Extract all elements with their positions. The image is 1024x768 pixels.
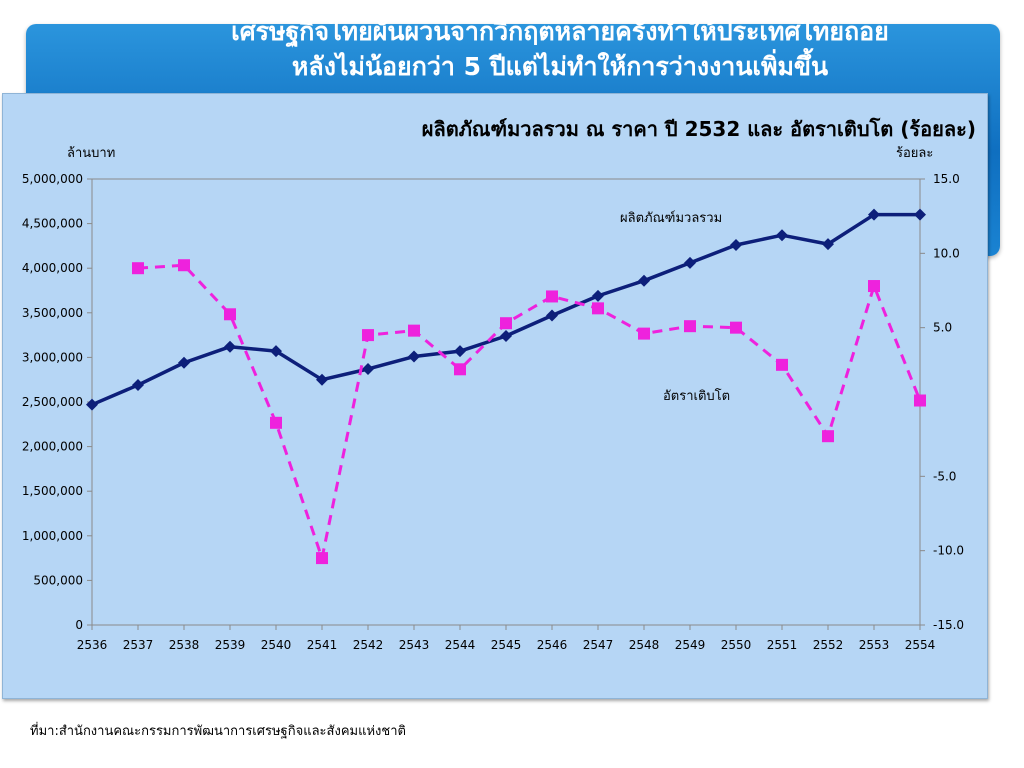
growth-point bbox=[592, 302, 604, 315]
left-tick-label: 3,000,000 bbox=[22, 350, 83, 364]
slide-headline: เศรษฐกิจไทยผันผวนจากวิกฤตหลายครั้งทำให้ป… bbox=[120, 14, 1000, 84]
gdp-point bbox=[270, 345, 282, 358]
right-tick-label: 10.0 bbox=[933, 246, 960, 260]
growth-point bbox=[868, 280, 880, 293]
source-note: ที่มา:สำนักงานคณะกรรมการพัฒนาการเศรษฐกิจ… bbox=[30, 724, 406, 739]
x-tick-label: 2537 bbox=[123, 638, 154, 652]
x-tick-label: 2545 bbox=[491, 638, 522, 652]
growth-point bbox=[500, 317, 512, 330]
growth-series-line bbox=[137, 263, 922, 560]
x-tick-label: 2538 bbox=[169, 638, 200, 652]
left-tick-label: 2,000,000 bbox=[22, 440, 83, 454]
growth-point bbox=[638, 327, 650, 340]
growth-point bbox=[454, 363, 466, 376]
x-tick-label: 2540 bbox=[261, 638, 292, 652]
gdp-point bbox=[776, 229, 788, 242]
x-tick-label: 2552 bbox=[813, 638, 844, 652]
gdp-point bbox=[132, 379, 144, 392]
gdp-point bbox=[638, 274, 650, 287]
right-tick-label: 5.0 bbox=[933, 321, 952, 335]
x-tick-label: 2536 bbox=[77, 638, 108, 652]
growth-point bbox=[730, 321, 742, 334]
left-tick-label: 500,000 bbox=[33, 573, 83, 587]
gdp-point bbox=[408, 350, 420, 363]
gdp-point bbox=[730, 239, 742, 252]
right-tick-label: -15.0 bbox=[933, 618, 964, 632]
growth-point bbox=[362, 329, 374, 342]
gdp-series-line bbox=[91, 212, 920, 407]
left-tick-label: 3,500,000 bbox=[22, 306, 83, 320]
x-tick-label: 2546 bbox=[537, 638, 568, 652]
growth-point bbox=[178, 259, 190, 272]
x-tick-label: 2548 bbox=[629, 638, 660, 652]
gdp-point bbox=[454, 345, 466, 358]
right-tick-label: -10.0 bbox=[933, 544, 964, 558]
headline-line-2: หลังไม่น้อยกว่า 5 ปีแต่ไม่ทำให้การว่างงา… bbox=[291, 52, 829, 81]
gdp-point bbox=[362, 362, 374, 375]
left-tick-label: 5,000,000 bbox=[22, 172, 83, 186]
x-tick-label: 2550 bbox=[721, 638, 752, 652]
x-tick-label: 2542 bbox=[353, 638, 384, 652]
chart-title: ผลิตภัณฑ์มวลรวม ณ ราคา ปี 2532 และ อัตรา… bbox=[422, 117, 976, 141]
left-tick-label: 4,500,000 bbox=[22, 217, 83, 231]
x-tick-label: 2554 bbox=[905, 638, 936, 652]
gdp-point bbox=[316, 373, 328, 386]
gdp-point bbox=[592, 289, 604, 302]
growth-series-label: อัตราเติบโต bbox=[663, 388, 730, 404]
growth-point bbox=[546, 290, 558, 303]
right-tick-label: 15.0 bbox=[933, 172, 960, 186]
left-tick-label: 2,500,000 bbox=[22, 395, 83, 409]
x-tick-label: 2549 bbox=[675, 638, 706, 652]
gdp-series-label: ผลิตภัณฑ์มวลรวม bbox=[620, 210, 722, 226]
right-tick-label: -5.0 bbox=[933, 469, 956, 483]
growth-point bbox=[224, 308, 236, 321]
gdp-point bbox=[684, 256, 696, 269]
gdp-point bbox=[178, 356, 190, 369]
left-axis-unit-label: ล้านบาท bbox=[67, 146, 115, 161]
growth-point bbox=[822, 430, 834, 443]
gdp-point bbox=[500, 329, 512, 342]
x-tick-label: 2539 bbox=[215, 638, 246, 652]
x-tick-label: 2553 bbox=[859, 638, 890, 652]
left-tick-label: 4,000,000 bbox=[22, 261, 83, 275]
gdp-point bbox=[914, 208, 926, 221]
gdp-point bbox=[224, 340, 236, 353]
x-tick-label: 2543 bbox=[399, 638, 430, 652]
gdp-point bbox=[546, 309, 558, 322]
growth-point bbox=[914, 394, 926, 407]
gdp-growth-chart: ผลิตภัณฑ์มวลรวม ณ ราคา ปี 2532 และ อัตรา… bbox=[22, 117, 976, 652]
plot-area bbox=[91, 178, 921, 626]
gdp-point bbox=[868, 208, 880, 221]
left-tick-label: 1,500,000 bbox=[22, 484, 83, 498]
right-axis-unit-label: ร้อยละ bbox=[896, 146, 933, 161]
growth-point bbox=[408, 324, 420, 337]
gdp-point bbox=[86, 398, 98, 411]
growth-point bbox=[776, 358, 788, 371]
growth-point bbox=[270, 416, 282, 429]
x-tick-label: 2551 bbox=[767, 638, 798, 652]
x-tick-label: 2547 bbox=[583, 638, 614, 652]
chart-panel: ผลิตภัณฑ์มวลรวม ณ ราคา ปี 2532 และ อัตรา… bbox=[2, 93, 988, 699]
gdp-point bbox=[822, 238, 834, 251]
left-tick-label: 0 bbox=[75, 618, 83, 632]
growth-point bbox=[132, 262, 144, 275]
x-tick-label: 2544 bbox=[445, 638, 476, 652]
left-tick-label: 1,000,000 bbox=[22, 529, 83, 543]
growth-point bbox=[684, 320, 696, 333]
x-tick-label: 2541 bbox=[307, 638, 338, 652]
headline-line-1: เศรษฐกิจไทยผันผวนจากวิกฤตหลายครั้งทำให้ป… bbox=[231, 17, 889, 46]
growth-point bbox=[316, 552, 328, 565]
